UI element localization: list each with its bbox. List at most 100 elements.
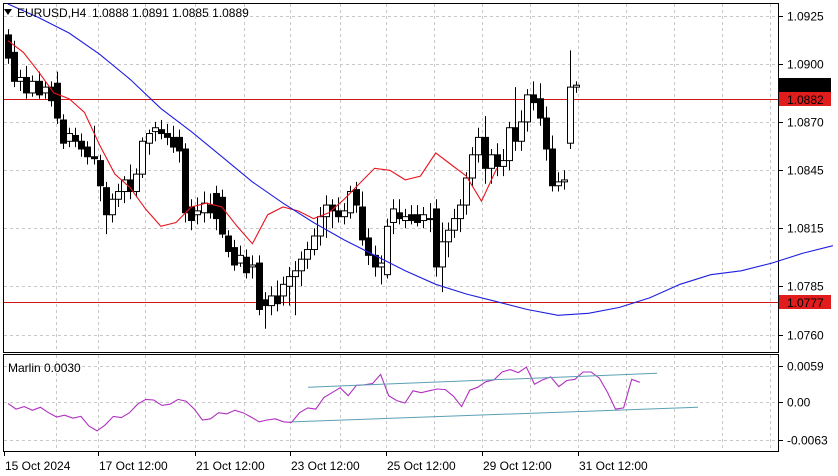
candle-body-bear bbox=[91, 156, 98, 160]
candle-body-bull bbox=[567, 86, 574, 144]
candle-body-bear bbox=[78, 140, 85, 150]
sub-grid bbox=[4, 355, 778, 451]
oscillator bbox=[7, 366, 699, 432]
candle-body-bear bbox=[97, 160, 104, 187]
candle-body-bull bbox=[121, 179, 128, 193]
candle-body-bull bbox=[311, 235, 318, 251]
ohlc-values: 1.0888 1.0891 1.0885 1.0889 bbox=[92, 6, 249, 20]
current-price-tag: 1.0889 bbox=[787, 79, 824, 93]
time-tick-label: 29 Oct 12:00 bbox=[483, 459, 552, 473]
candle-body-bear bbox=[335, 210, 342, 218]
candle-body-bear bbox=[219, 196, 226, 235]
candle-body-bull bbox=[518, 121, 525, 142]
candle-body-bull bbox=[249, 264, 256, 268]
candle-body-bear bbox=[365, 237, 372, 256]
candle-body-bull bbox=[237, 254, 244, 264]
candle-body-bull bbox=[304, 249, 311, 260]
candle-body-bear bbox=[329, 204, 336, 212]
candle-body-bull bbox=[500, 160, 507, 167]
price-tick-label: 1.0785 bbox=[787, 280, 824, 294]
upper-level-tag: 1.0882 bbox=[787, 93, 824, 107]
candle-body-bull bbox=[286, 276, 293, 287]
candle-body-bull bbox=[292, 270, 299, 278]
candle-body-bull bbox=[573, 84, 580, 88]
candle-body-bull bbox=[439, 241, 446, 268]
candle-body-bull bbox=[139, 140, 146, 175]
candle-body-bull bbox=[146, 133, 153, 144]
candle-body-bear bbox=[164, 133, 171, 138]
moving-averages bbox=[7, 3, 834, 316]
candle-body-bear bbox=[60, 119, 67, 144]
candle-body-bull bbox=[115, 191, 122, 200]
candle-body-bull bbox=[378, 262, 385, 268]
time-tick-label: 17 Oct 12:00 bbox=[99, 459, 168, 473]
indicator-tick-label: -0.0063 bbox=[787, 434, 828, 448]
time-axis: 15 Oct 2024 17 Oct 12:00 21 Oct 12:00 23 Oc… bbox=[4, 451, 648, 473]
candle-body-bear bbox=[176, 136, 183, 152]
candle-body-bull bbox=[402, 216, 409, 222]
candle-body-bear bbox=[23, 76, 30, 94]
time-tick-label: 25 Oct 12:00 bbox=[387, 459, 456, 473]
price-tick-label: 1.0760 bbox=[787, 329, 824, 343]
candle-body-bull bbox=[152, 127, 159, 133]
candle-body-bull bbox=[524, 94, 531, 123]
candle-body-bear bbox=[103, 187, 110, 216]
candle-body-bull bbox=[555, 181, 562, 187]
candle-body-bull bbox=[280, 283, 287, 297]
candle-body-bear bbox=[72, 134, 79, 142]
candle-body-bull bbox=[457, 204, 464, 220]
lower-level-tag-bg bbox=[779, 295, 831, 309]
main-panel-frame bbox=[3, 3, 779, 353]
indicator-tick-label: 0.0059 bbox=[787, 360, 824, 374]
current-price-tag-bg bbox=[779, 78, 831, 92]
time-tick-label: 23 Oct 12:00 bbox=[291, 459, 360, 473]
candle-body-bull bbox=[427, 218, 434, 221]
candle-body-bull bbox=[488, 154, 495, 169]
candle-body-bull bbox=[268, 295, 275, 307]
candle-body-bear bbox=[414, 214, 421, 223]
main-grid bbox=[4, 4, 778, 352]
candle-body-bear bbox=[359, 206, 366, 241]
candle-body-bear bbox=[408, 214, 415, 222]
candle-body-bear bbox=[54, 82, 61, 119]
candle-body-bull bbox=[29, 80, 36, 94]
candle-body-bear bbox=[537, 98, 544, 119]
marlin-oscillator-line bbox=[7, 366, 640, 432]
candle-body-bear bbox=[482, 136, 489, 169]
candle-body-bull bbox=[133, 173, 140, 193]
candle-body-bear bbox=[170, 136, 177, 148]
candle-body-bull bbox=[66, 133, 73, 142]
candle-body-bear bbox=[512, 127, 519, 142]
candle-body-bear bbox=[158, 129, 165, 135]
candle-body-bull bbox=[341, 210, 348, 218]
symbol-label: EURUSD,H4 bbox=[17, 6, 87, 20]
price-tick-label: 1.0870 bbox=[787, 116, 824, 130]
candle-body-bear bbox=[530, 94, 537, 104]
candle-body-bull bbox=[420, 214, 427, 222]
dropdown-triangle-icon[interactable] bbox=[4, 9, 12, 15]
candle-body-bear bbox=[353, 189, 360, 206]
indicator-label: Marlin 0.0030 bbox=[8, 361, 81, 375]
candle-body-bear bbox=[549, 148, 556, 187]
candle-body-bear bbox=[262, 299, 269, 307]
time-tick-label: 31 Oct 12:00 bbox=[579, 459, 648, 473]
candle-body-bull bbox=[298, 258, 305, 272]
candle-body-bear bbox=[274, 295, 281, 305]
price-tick-label: 1.0845 bbox=[787, 164, 824, 178]
candle-body-bear bbox=[11, 51, 18, 82]
price-tick-label: 1.0815 bbox=[787, 222, 824, 236]
candle-body-bear bbox=[182, 148, 189, 214]
candle-body-bull bbox=[469, 154, 476, 179]
upper-level-tag-bg bbox=[779, 92, 831, 106]
candle-body-bear bbox=[433, 208, 440, 268]
oscillator-trendline[interactable] bbox=[291, 406, 699, 423]
horizontal-levels bbox=[4, 99, 778, 303]
moving-average-red-line bbox=[7, 40, 498, 245]
candle-body-bear bbox=[36, 80, 43, 96]
oscillator-trendline[interactable] bbox=[307, 372, 658, 388]
candle-body-bull bbox=[506, 127, 513, 162]
candle-body-bear bbox=[84, 146, 91, 158]
